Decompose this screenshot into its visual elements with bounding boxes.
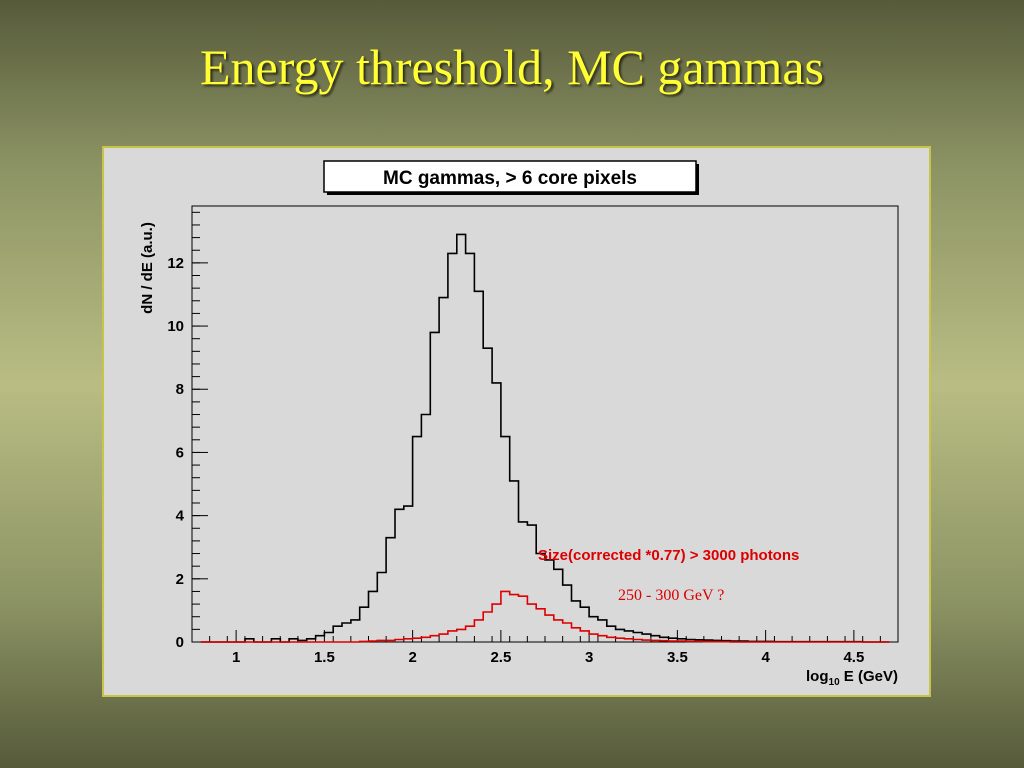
chart-panel: MC gammas, > 6 core pixels 1 1.5 2 2.5 3 3.5 4… xyxy=(102,146,931,697)
axes: 1 1.5 2 2.5 3 3.5 4 4.5 0 2 4 6 8 10 12 xyxy=(167,211,899,666)
chart-title: MC gammas, > 6 core pixels xyxy=(383,168,637,189)
plot-area xyxy=(191,205,899,643)
y-tick-label: 8 xyxy=(176,381,184,398)
histogram-black-series xyxy=(200,233,890,643)
x-tick-label: 2 xyxy=(408,649,416,666)
y-tick-label: 0 xyxy=(176,634,184,651)
chart-title-box: MC gammas, > 6 core pixels xyxy=(323,160,699,195)
title-box xyxy=(323,160,697,193)
x-axis-label-main: log xyxy=(806,668,829,685)
y-tick-label: 6 xyxy=(176,444,184,461)
cut-annotation: Size(corrected *0.77) > 3000 photons xyxy=(538,547,799,564)
y-tick-label: 10 xyxy=(167,318,184,335)
x-axis-label: log10 E (GeV) xyxy=(806,668,898,688)
x-tick-label: 3 xyxy=(585,649,593,666)
series-layer xyxy=(200,233,890,643)
x-tick-label: 2.5 xyxy=(490,649,511,666)
energy-annotation: 250 - 300 GeV ? xyxy=(618,587,724,604)
histogram-chart: MC gammas, > 6 core pixels 1 1.5 2 2.5 3 3.5 4… xyxy=(139,160,899,688)
y-tick-label: 12 xyxy=(167,255,184,272)
x-tick-label: 3.5 xyxy=(667,649,688,666)
y-tick-label: 2 xyxy=(176,571,184,588)
x-tick-label: 4 xyxy=(761,649,770,666)
y-tick-label: 4 xyxy=(176,508,185,525)
x-tick-label: 1.5 xyxy=(314,649,335,666)
x-tick-label: 1 xyxy=(232,649,240,666)
histogram-red-series xyxy=(200,590,890,643)
x-tick-label: 4.5 xyxy=(843,649,864,666)
x-axis-label-sub: 10 xyxy=(829,677,841,688)
x-axis-label-rest: E (GeV) xyxy=(840,668,898,685)
y-axis-label: dN / dE (a.u.) xyxy=(139,222,156,314)
slide-title: Energy threshold, MC gammas xyxy=(200,39,824,95)
